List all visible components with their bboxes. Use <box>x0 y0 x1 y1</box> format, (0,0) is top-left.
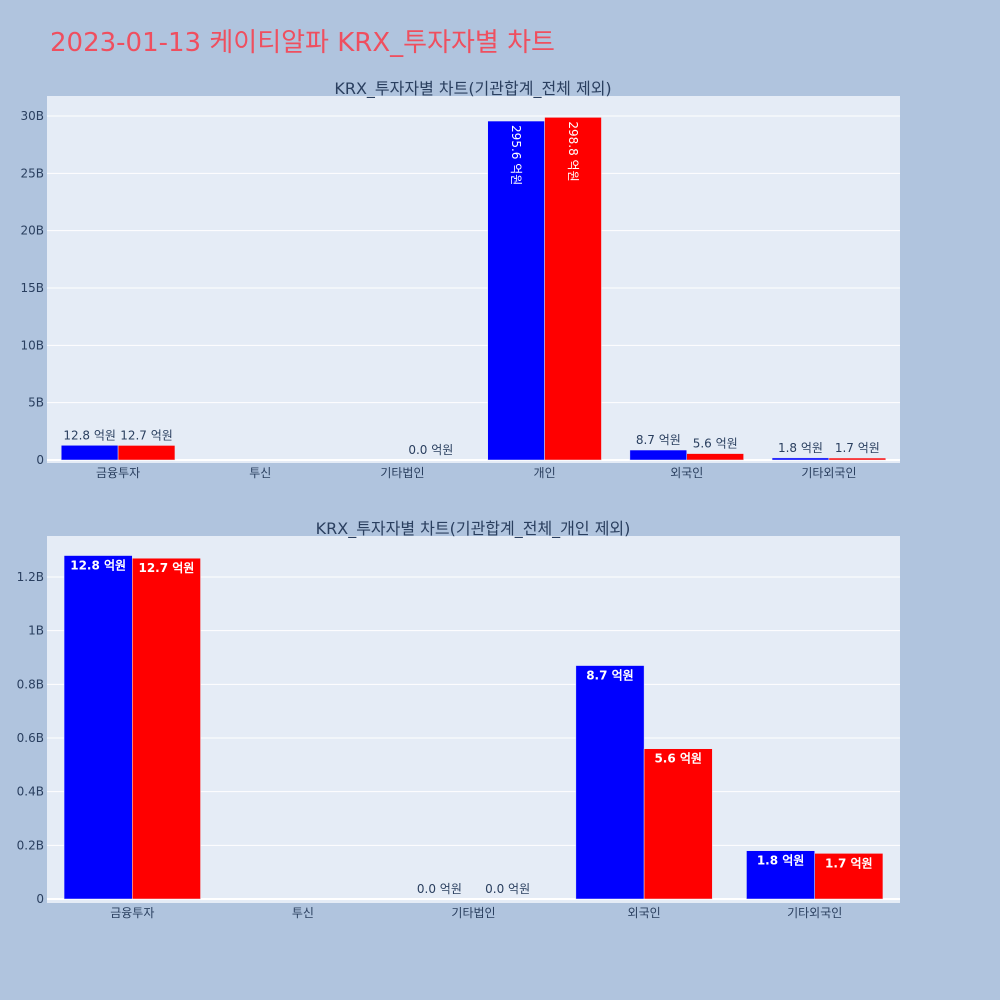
data-label: 5.6 억원 <box>693 437 738 451</box>
y-tick-label: 20B <box>20 224 44 238</box>
data-label: 1.7 억원 <box>835 441 880 455</box>
chart-2: 0 0.2B 0.4B 0.6B 0.8B 1B 1.2B KRX_투자자별 차트(기관합계_… <box>17 519 900 920</box>
data-label: 1.8 억원 <box>757 854 805 868</box>
y-tick-label: 0.2B <box>17 838 44 852</box>
x-tick-label: 외국인 <box>628 906 661 920</box>
y-tick-label: 0 <box>36 892 44 906</box>
bar-series2 <box>132 557 201 900</box>
data-label: 0.0 억원 <box>408 443 453 457</box>
x-tick-label: 외국인 <box>670 466 703 480</box>
y-tick-label: 1.2B <box>17 570 44 584</box>
data-label: 5.6 억원 <box>654 752 702 766</box>
page-title: 2023-01-13 케이티알파 KRX_투자자별 차트 <box>50 28 555 58</box>
x-tick-label: 기타법인 <box>380 466 424 480</box>
y-tick-label: 15B <box>20 281 44 295</box>
x-tick-label: 개인 <box>534 466 556 480</box>
x-tick-label: 금융투자 <box>110 906 154 920</box>
bar-series1 <box>60 445 119 461</box>
bar-series2 <box>544 117 602 461</box>
data-label: 1.7 억원 <box>825 856 873 870</box>
chart-title: KRX_투자자별 차트(기관합계_전체_개인 제외) <box>316 519 631 539</box>
data-label: 12.7 억원 <box>120 428 173 442</box>
bar-series2 <box>686 453 744 461</box>
y-tick-label: 10B <box>20 338 44 352</box>
chart-title: KRX_투자자별 차트(기관합계_전체 제외) <box>334 79 611 99</box>
bar-series1 <box>771 457 830 461</box>
bar-series2 <box>643 748 713 900</box>
plot-area <box>47 96 900 463</box>
data-label: 8.7 억원 <box>586 669 634 683</box>
bar-series2 <box>828 457 887 461</box>
chart-1: 0 5B 10B 15B 20B 25B 30B KRX_투자자별 차트(기관합계_전체 제외… <box>20 79 900 480</box>
x-tick-label: 금융투자 <box>96 466 140 480</box>
data-label: 8.7 억원 <box>636 433 681 447</box>
x-tick-label: 기타법인 <box>451 906 495 920</box>
y-tick-label: 0.4B <box>17 785 44 799</box>
data-label: 298.8 억원 <box>566 121 580 181</box>
x-tick-label: 기타외국인 <box>801 466 856 480</box>
y-tick-label: 0.8B <box>17 677 44 691</box>
x-tick-label: 투신 <box>292 906 314 920</box>
data-label: 0.0 억원 <box>485 882 530 896</box>
y-tick-label: 0.6B <box>17 731 44 745</box>
data-label: 295.6 억원 <box>509 125 523 185</box>
bar-series2 <box>117 445 176 461</box>
x-tick-label: 투신 <box>249 466 271 480</box>
bar-series1 <box>487 120 545 461</box>
bar-series1 <box>63 555 133 900</box>
bar-series1 <box>629 449 688 461</box>
bar-series2 <box>814 853 884 900</box>
y-tick-label: 1B <box>28 624 44 638</box>
bar-series1 <box>575 665 645 900</box>
data-label: 12.7 억원 <box>138 561 194 575</box>
y-tick-label: 30B <box>20 109 44 123</box>
y-tick-label: 0 <box>36 453 44 467</box>
y-tick-label: 25B <box>20 166 44 180</box>
data-label: 12.8 억원 <box>70 559 126 573</box>
data-label: 1.8 억원 <box>778 441 823 455</box>
data-label: 12.8 억원 <box>63 428 116 442</box>
x-tick-label: 기타외국인 <box>787 906 842 920</box>
data-label: 0.0 억원 <box>417 882 462 896</box>
bar-series1 <box>746 850 815 900</box>
y-tick-label: 5B <box>28 396 44 410</box>
